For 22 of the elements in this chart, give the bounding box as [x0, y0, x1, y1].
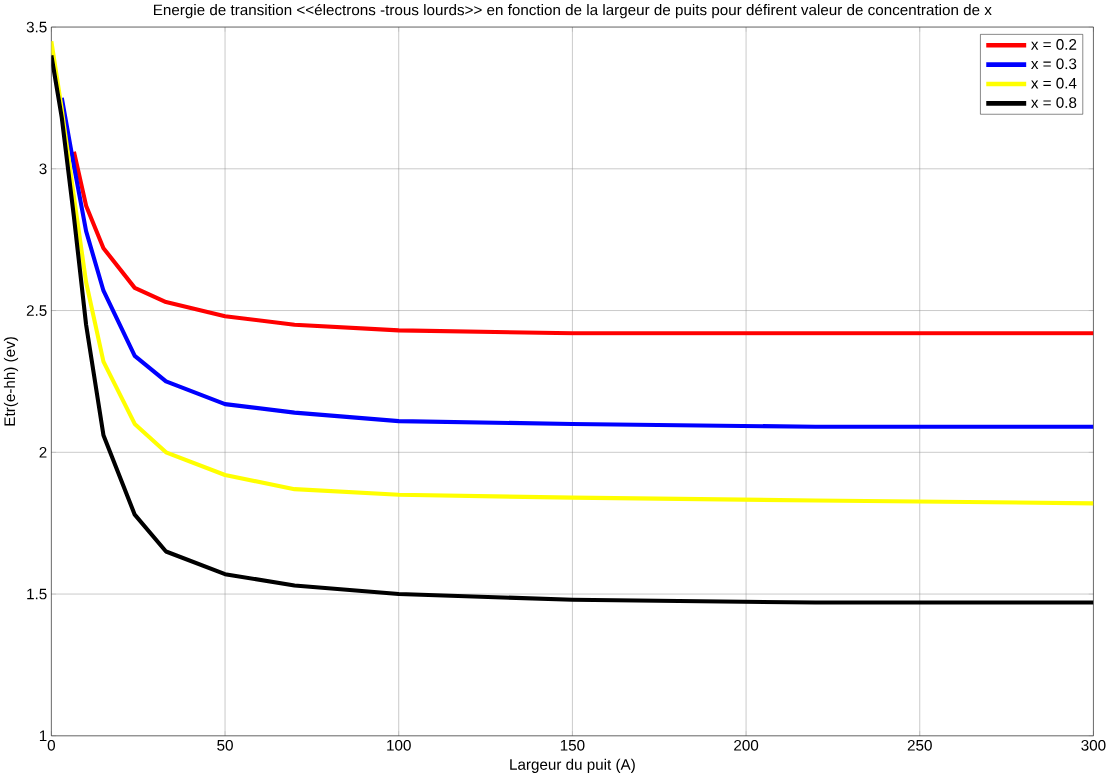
x-tick-label: 250: [907, 740, 932, 751]
x-tick-label: 300: [1081, 740, 1106, 751]
y-tick-label: 1: [39, 730, 47, 742]
y-tick-label: 1.5: [27, 588, 47, 600]
y-tick-label: 3.5: [26, 21, 47, 33]
legend-label: x = 0.4: [1031, 77, 1077, 89]
legend-label: x = 0.3: [1031, 58, 1077, 70]
x-tick-label: 50: [217, 740, 233, 751]
x-tick-label: 150: [560, 740, 585, 751]
line-series: [51, 39, 1094, 506]
legend-label: x = 0.8: [1031, 97, 1077, 109]
legend-label: x = 0.2: [1031, 39, 1077, 50]
x-tick-label: 0: [47, 740, 56, 751]
y-tick-label: 2: [39, 447, 47, 458]
line-series: [59, 95, 1094, 429]
chart-title: Energie de transition <<électrons -trous lourds>> en fonction de la largeur de puits pour défirent valeur de concentration de x: [154, 3, 992, 19]
x-tick-label: 100: [387, 740, 411, 751]
y-tick-label: 3: [39, 163, 47, 175]
x-axis-title: Largeur du puit (A): [510, 758, 635, 773]
x-tick-label: 200: [734, 740, 759, 751]
y-tick-label: 2.5: [26, 305, 47, 317]
y-axis-title: Etr(e-hh) (ev): [3, 337, 19, 426]
